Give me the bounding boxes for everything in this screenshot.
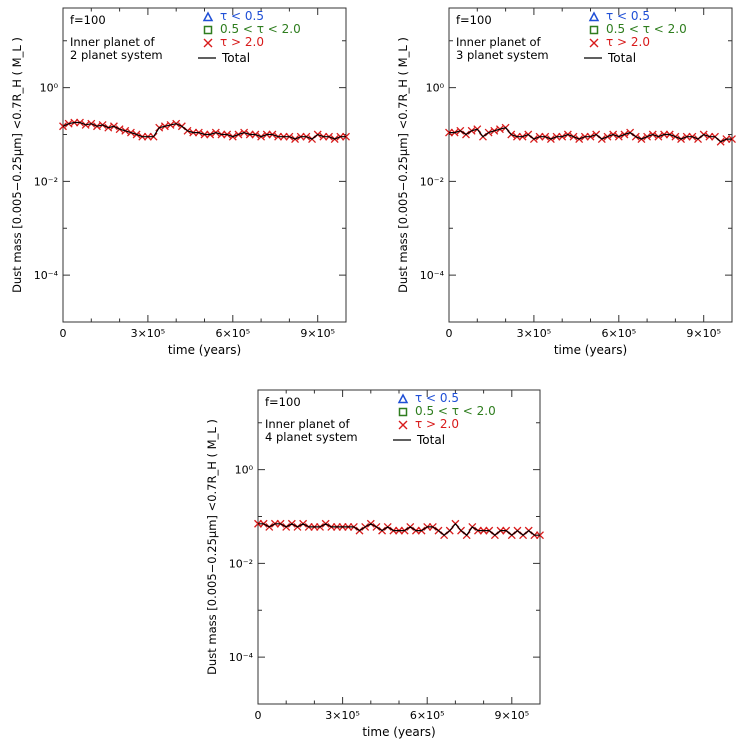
x-tick-label: 6×10⁵ (601, 327, 636, 340)
y-axis-label: Dust mass [0.005−0.25μm] <0.7R_H ( M_L ) (10, 37, 24, 293)
x-tick-label: 9×10⁵ (494, 709, 529, 722)
legend-cross-marker (589, 38, 599, 48)
y-tick-label: 10⁰ (426, 82, 445, 95)
annotation-f: f=100 (456, 13, 492, 27)
legend-label: τ < 0.5 (220, 9, 264, 23)
x-tick-label: 0 (255, 709, 262, 722)
legend-label: Total (221, 51, 250, 65)
y-tick-label: 10⁻² (420, 175, 444, 188)
panel-label-line: Inner planet of (265, 417, 351, 431)
legend-square-marker (589, 25, 599, 35)
x-axis-label: time (years) (362, 725, 435, 739)
annotation-f: f=100 (70, 13, 106, 27)
legend-square-marker (203, 25, 213, 35)
legend-triangle-marker (397, 393, 409, 404)
x-tick-label: 3×10⁵ (517, 327, 552, 340)
legend-label: τ > 2.0 (415, 417, 459, 431)
legend-square-marker (398, 407, 408, 417)
panel-1: 0 3×10⁵ 6×10⁵ 9×10⁵ 10⁻⁴ 10⁻² 10⁰ time (years) D… (10, 7, 350, 357)
series-total-line (258, 522, 540, 537)
panel-label-line: 3 planet system (456, 48, 549, 62)
panel-label-line: Inner planet of (70, 35, 156, 49)
y-tick-label: 10⁻² (34, 175, 58, 188)
x-tick-label: 0 (446, 327, 453, 340)
panel-label-line: Inner planet of (456, 35, 542, 49)
legend-label: τ > 2.0 (606, 35, 650, 49)
x-tick-label: 6×10⁵ (215, 327, 250, 340)
x-tick-label: 9×10⁵ (686, 327, 721, 340)
legend-cross-marker (203, 38, 213, 48)
x-axis-label: time (years) (168, 343, 241, 357)
x-tick-label: 3×10⁵ (325, 709, 360, 722)
y-tick-label: 10⁻⁴ (229, 651, 254, 664)
legend-label: Total (416, 433, 445, 447)
series-total-line (62, 121, 346, 140)
y-tick-label: 10⁰ (40, 82, 59, 95)
y-axis-label: Dust mass [0.005−0.25μm] <0.7R_H ( M_L ) (396, 37, 410, 293)
legend-cross-marker (398, 420, 408, 430)
legend-label: τ < 0.5 (415, 391, 459, 405)
y-tick-label: 10⁰ (235, 464, 254, 477)
legend-triangle-marker (202, 11, 214, 22)
legend-label: Total (607, 51, 636, 65)
y-tick-label: 10⁻² (229, 557, 253, 570)
panel-3: 0 3×10⁵ 6×10⁵ 9×10⁵ 10⁻⁴ 10⁻² 10⁰ time (years) D… (205, 389, 544, 739)
legend-label: τ > 2.0 (220, 35, 264, 49)
x-axis-label: time (years) (554, 343, 627, 357)
legend-label: 0.5 < τ < 2.0 (415, 404, 496, 418)
legend-triangle-marker (588, 11, 600, 22)
legend-label: τ < 0.5 (606, 9, 650, 23)
panel-label-line: 4 planet system (265, 430, 358, 444)
y-axis-label: Dust mass [0.005−0.25μm] <0.7R_H ( M_L ) (205, 419, 219, 675)
x-tick-label: 9×10⁵ (300, 327, 335, 340)
legend-label: 0.5 < τ < 2.0 (606, 22, 687, 36)
y-tick-label: 10⁻⁴ (34, 269, 59, 282)
x-tick-label: 6×10⁵ (410, 709, 445, 722)
series-total-line (449, 127, 732, 143)
legend-label: 0.5 < τ < 2.0 (220, 22, 301, 36)
x-tick-label: 0 (60, 327, 67, 340)
panel-2: 0 3×10⁵ 6×10⁵ 9×10⁵ 10⁻⁴ 10⁻² 10⁰ time (years) D… (396, 7, 736, 357)
x-tick-label: 3×10⁵ (131, 327, 166, 340)
y-tick-label: 10⁻⁴ (420, 269, 445, 282)
panel-label-line: 2 planet system (70, 48, 163, 62)
annotation-f: f=100 (265, 395, 301, 409)
